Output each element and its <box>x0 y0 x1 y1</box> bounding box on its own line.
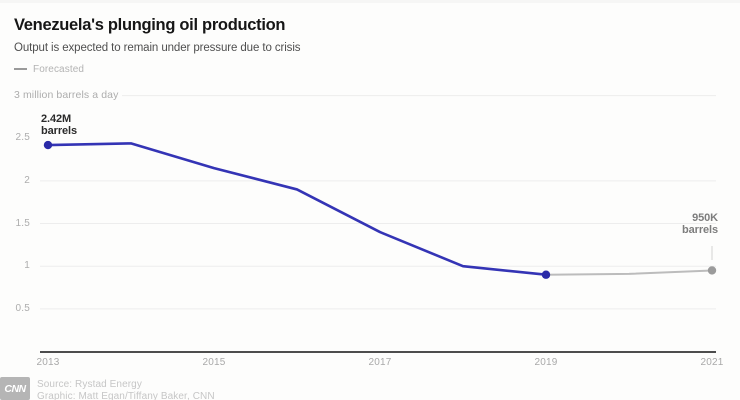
annotation-2013-value: 2.42M barrels <box>41 113 77 137</box>
series-line-forecasted <box>545 269 713 276</box>
series-line-actual <box>46 142 548 277</box>
annotation-2021-value: 950K barrels <box>682 212 718 236</box>
y-tick-1.5: 1.5 <box>15 217 30 229</box>
annotation-2021-line1: 950K <box>692 212 718 224</box>
data-point-2019 <box>541 270 551 279</box>
x-tick-2019: 2019 <box>534 357 558 368</box>
y-tick-1: 1 <box>24 260 30 272</box>
chart-title: Venezuela's plunging oil production <box>14 16 286 34</box>
annotation-2021-line2: barrels <box>682 223 718 236</box>
cnn-logo: CNN <box>0 377 30 400</box>
legend-label: Forecasted <box>33 63 85 75</box>
forecast-line-swatch-icon <box>14 68 27 70</box>
x-tick-2013: 2013 <box>36 357 60 368</box>
y-tick-2.5: 2.5 <box>15 132 30 144</box>
x-tick-2021: 2021 <box>700 357 724 368</box>
annotation-2013-line2: barrels <box>41 124 77 137</box>
data-point-2021 <box>707 266 717 275</box>
credit-text: Graphic: Matt Egan/Tiffany Baker, CNN <box>37 391 215 400</box>
annotation-2013-line1: 2.42M <box>41 113 72 125</box>
source-text: Source: Rystad Energy <box>37 379 142 390</box>
x-tick-2017: 2017 <box>368 357 392 368</box>
chart-subtitle: Output is expected to remain under press… <box>14 42 301 54</box>
y-tick-2: 2 <box>24 174 30 186</box>
top-strip <box>0 0 740 3</box>
y-axis-unit-label: 3 million barrels a day <box>14 89 119 101</box>
legend: Forecasted <box>14 63 84 75</box>
y-tick-0.5: 0.5 <box>15 302 30 314</box>
x-tick-2015: 2015 <box>202 357 226 368</box>
data-point-2013 <box>43 140 53 150</box>
